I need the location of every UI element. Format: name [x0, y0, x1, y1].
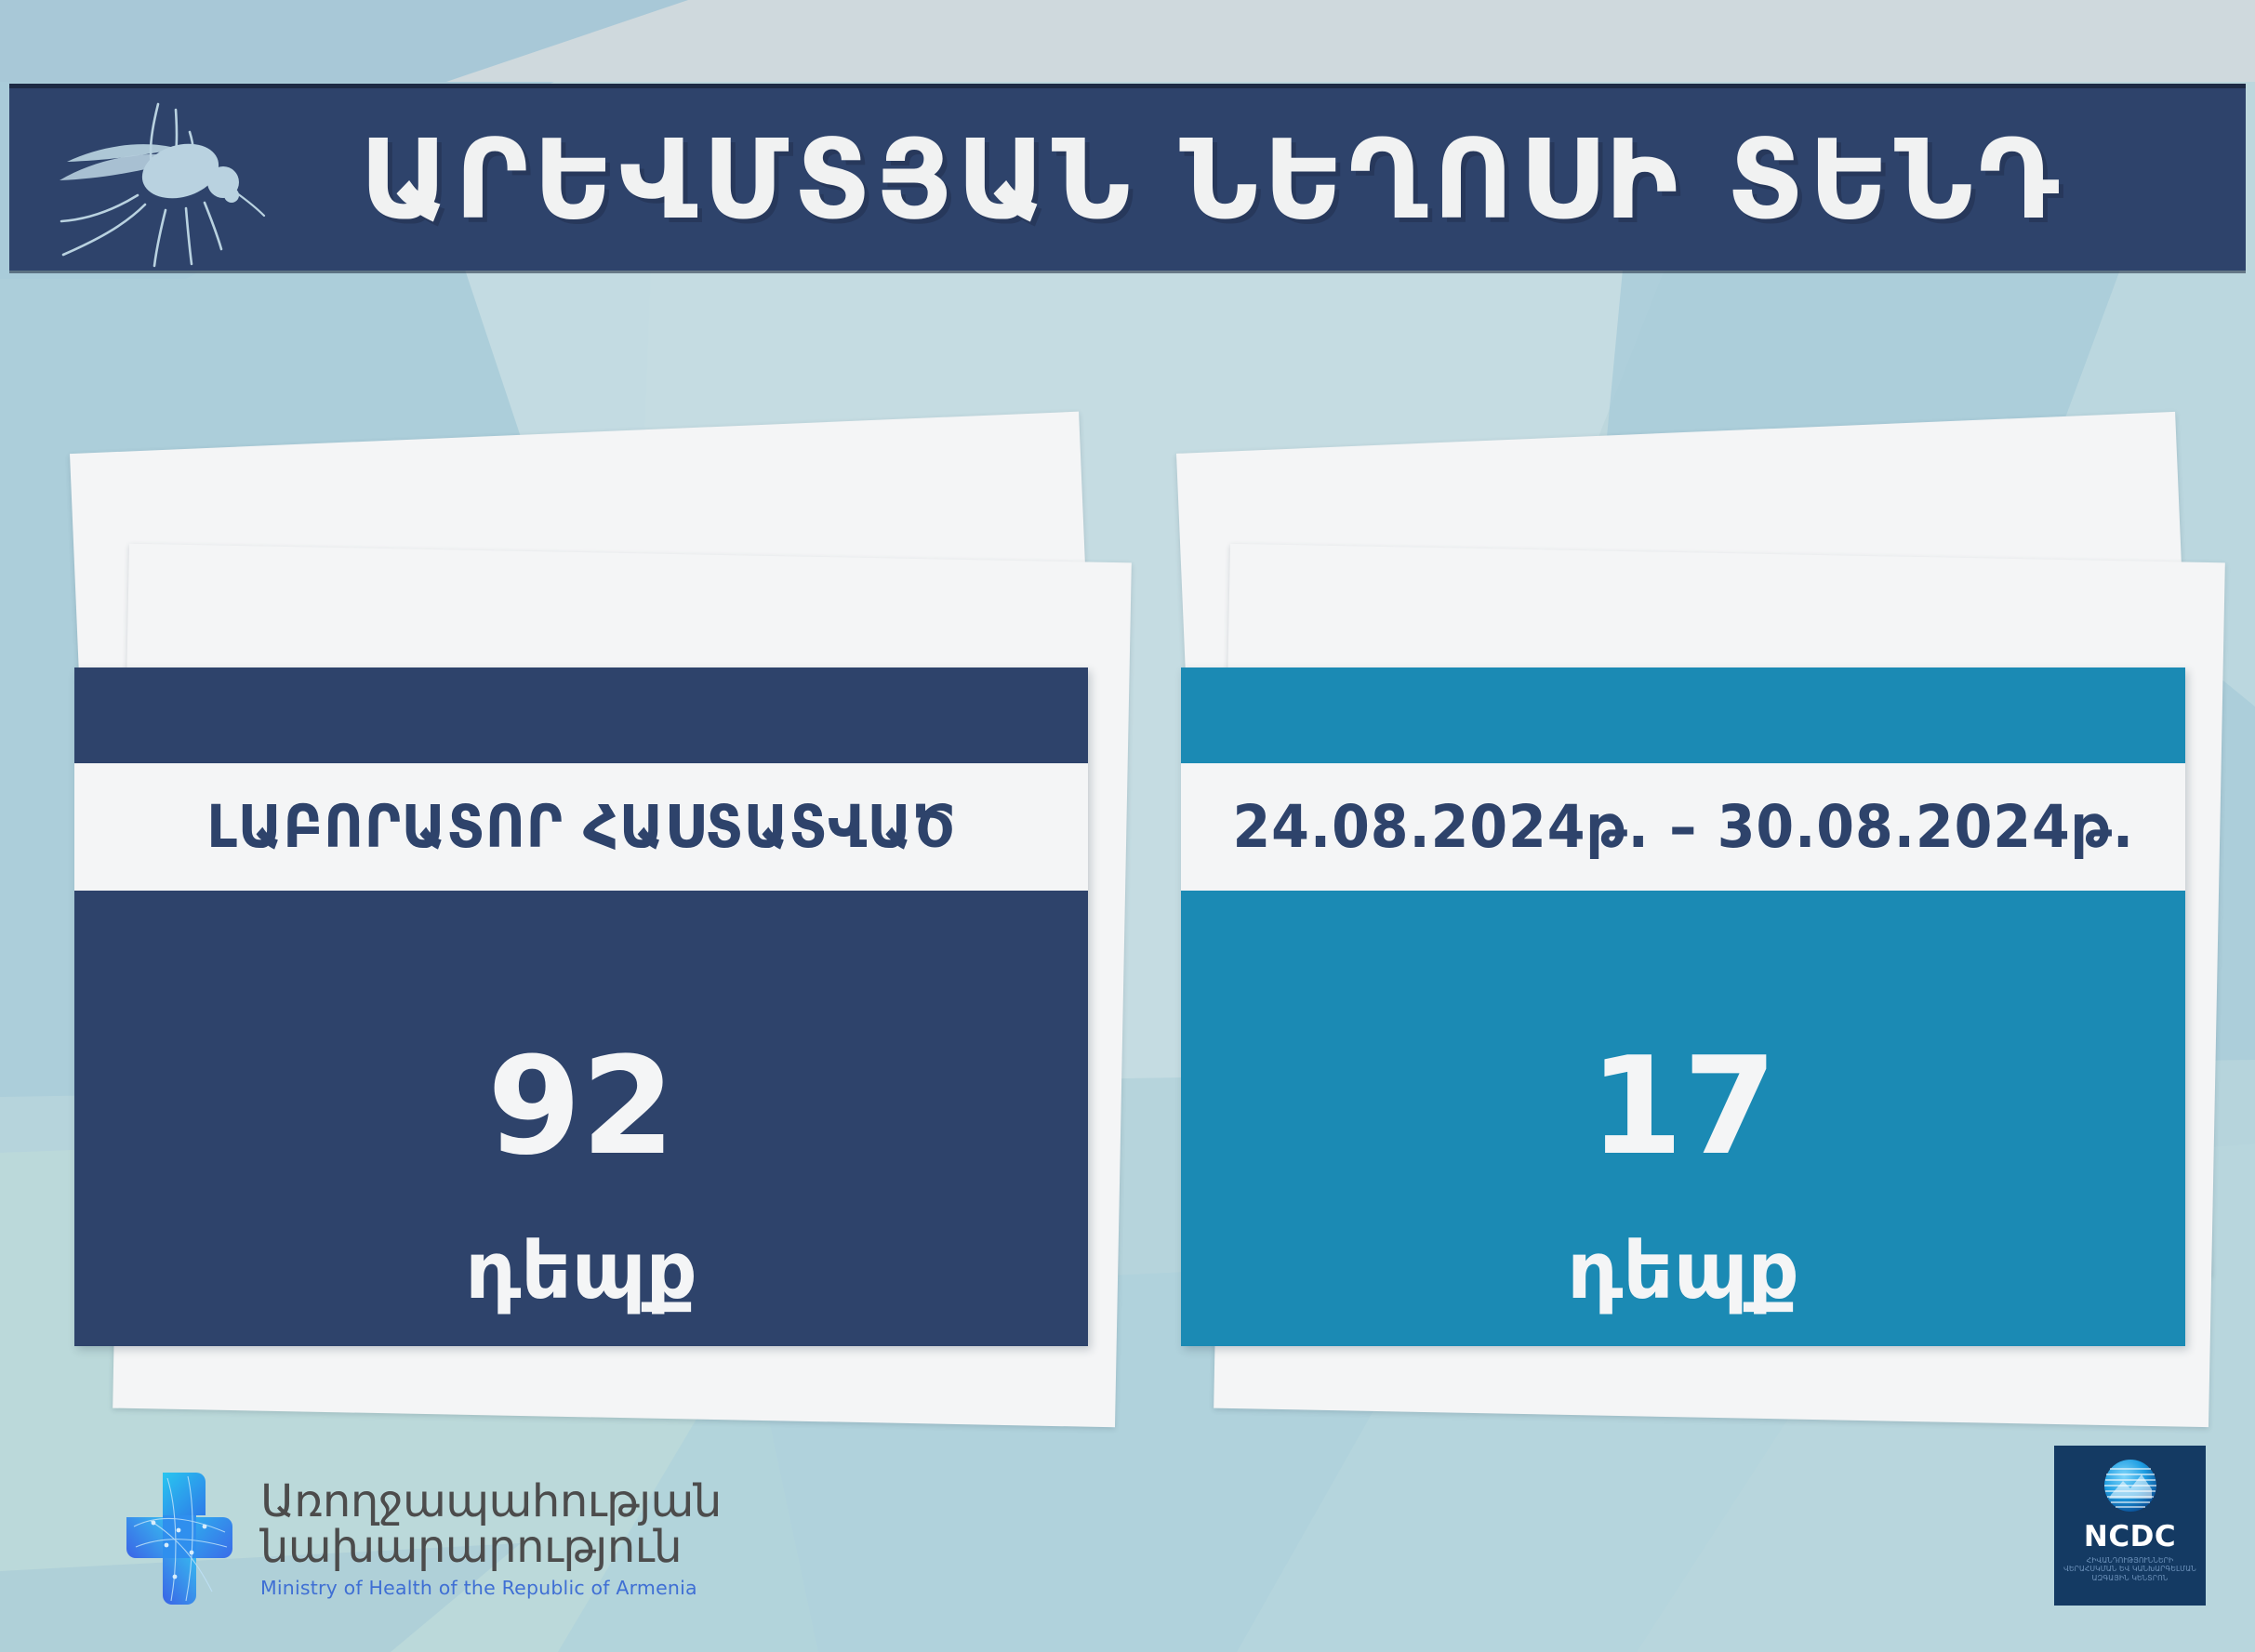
- card-count-unit: դեպք: [1567, 1225, 1799, 1317]
- ncdc-acronym: NCDC: [2083, 1520, 2177, 1553]
- moh-cross-logo-icon: [126, 1473, 232, 1605]
- card-count-value: 92: [487, 1028, 675, 1185]
- card-header: ԼԱԲՈՐԱՏՈՐ ՀԱՍՏԱՏՎԱԾ: [74, 763, 1088, 891]
- card-top-strip: [74, 667, 1088, 763]
- card-header: 24.08.2024թ. – 30.08.2024թ.: [1181, 763, 2185, 891]
- ncdc-logo: NCDC ՀԻՎԱՆԴՈՒԹՅՈՒՆՆԵՐԻ ՎԵՐԱՀՍԿՄԱՆ ԵՎ ԿԱՆ…: [2054, 1446, 2206, 1606]
- card-header-label: ԼԱԲՈՐԱՏՈՐ ՀԱՍՏԱՏՎԱԾ: [206, 793, 957, 861]
- moh-english-name: Ministry of Health of the Republic of Ar…: [260, 1577, 697, 1599]
- card-body: 92 դեպք: [74, 891, 1088, 1346]
- ncdc-subtitle-line-3: ԱԶԳԱՅԻՆ ԿԵՆՏՐՈՆ: [2091, 1573, 2169, 1582]
- moh-line-2: նախարարություն: [260, 1521, 683, 1574]
- card-header-label: 24.08.2024թ. – 30.08.2024թ.: [1232, 793, 2134, 861]
- card-count-value: 17: [1589, 1028, 1777, 1185]
- title-bar-top-rule: [9, 84, 2246, 88]
- card-top-strip: [1181, 667, 2185, 763]
- mosquito-icon: [60, 102, 266, 268]
- card-body: 17 դեպք: [1181, 891, 2185, 1346]
- ministry-of-health-logo: Առողջապահության նախարարություն Ministry …: [123, 1469, 722, 1608]
- ncdc-subtitle-line-2: ՎԵՐԱՀՍԿՄԱՆ ԵՎ ԿԱՆԽԱՐԳԵԼՄԱՆ: [2063, 1565, 2196, 1574]
- card-reporting-period: 24.08.2024թ. – 30.08.2024թ. 17 դեպք: [1181, 667, 2185, 1346]
- ncdc-globe-icon: [2103, 1460, 2156, 1512]
- poster-title-bar: ԱՐԵՎՄՏՅԱՆ ՆԵՂՈՍԻ ՏԵՆԴ: [9, 84, 2246, 271]
- card-lab-confirmed: ԼԱԲՈՐԱՏՈՐ ՀԱՍՏԱՏՎԱԾ 92 դեպք: [74, 667, 1088, 1346]
- ncdc-subtitle-line-1: ՀԻՎԱՆԴՈՒԹՅՈՒՆՆԵՐԻ: [2086, 1556, 2174, 1565]
- card-lab-confirmed-wrap: ԼԱԲՈՐԱՏՈՐ ՀԱՍՏԱՏՎԱԾ 92 դեպք: [56, 411, 1190, 1428]
- moh-line-1: Առողջապահության: [260, 1475, 722, 1528]
- moh-text-block: Առողջապահության նախարարություն Ministry …: [260, 1479, 722, 1598]
- card-count-unit: դեպք: [465, 1225, 697, 1317]
- card-reporting-period-wrap: 24.08.2024թ. – 30.08.2024թ. 17 դեպք: [1162, 411, 2255, 1428]
- poster-title: ԱՐԵՎՄՏՅԱՆ ՆԵՂՈՍԻ ՏԵՆԴ: [360, 115, 2064, 244]
